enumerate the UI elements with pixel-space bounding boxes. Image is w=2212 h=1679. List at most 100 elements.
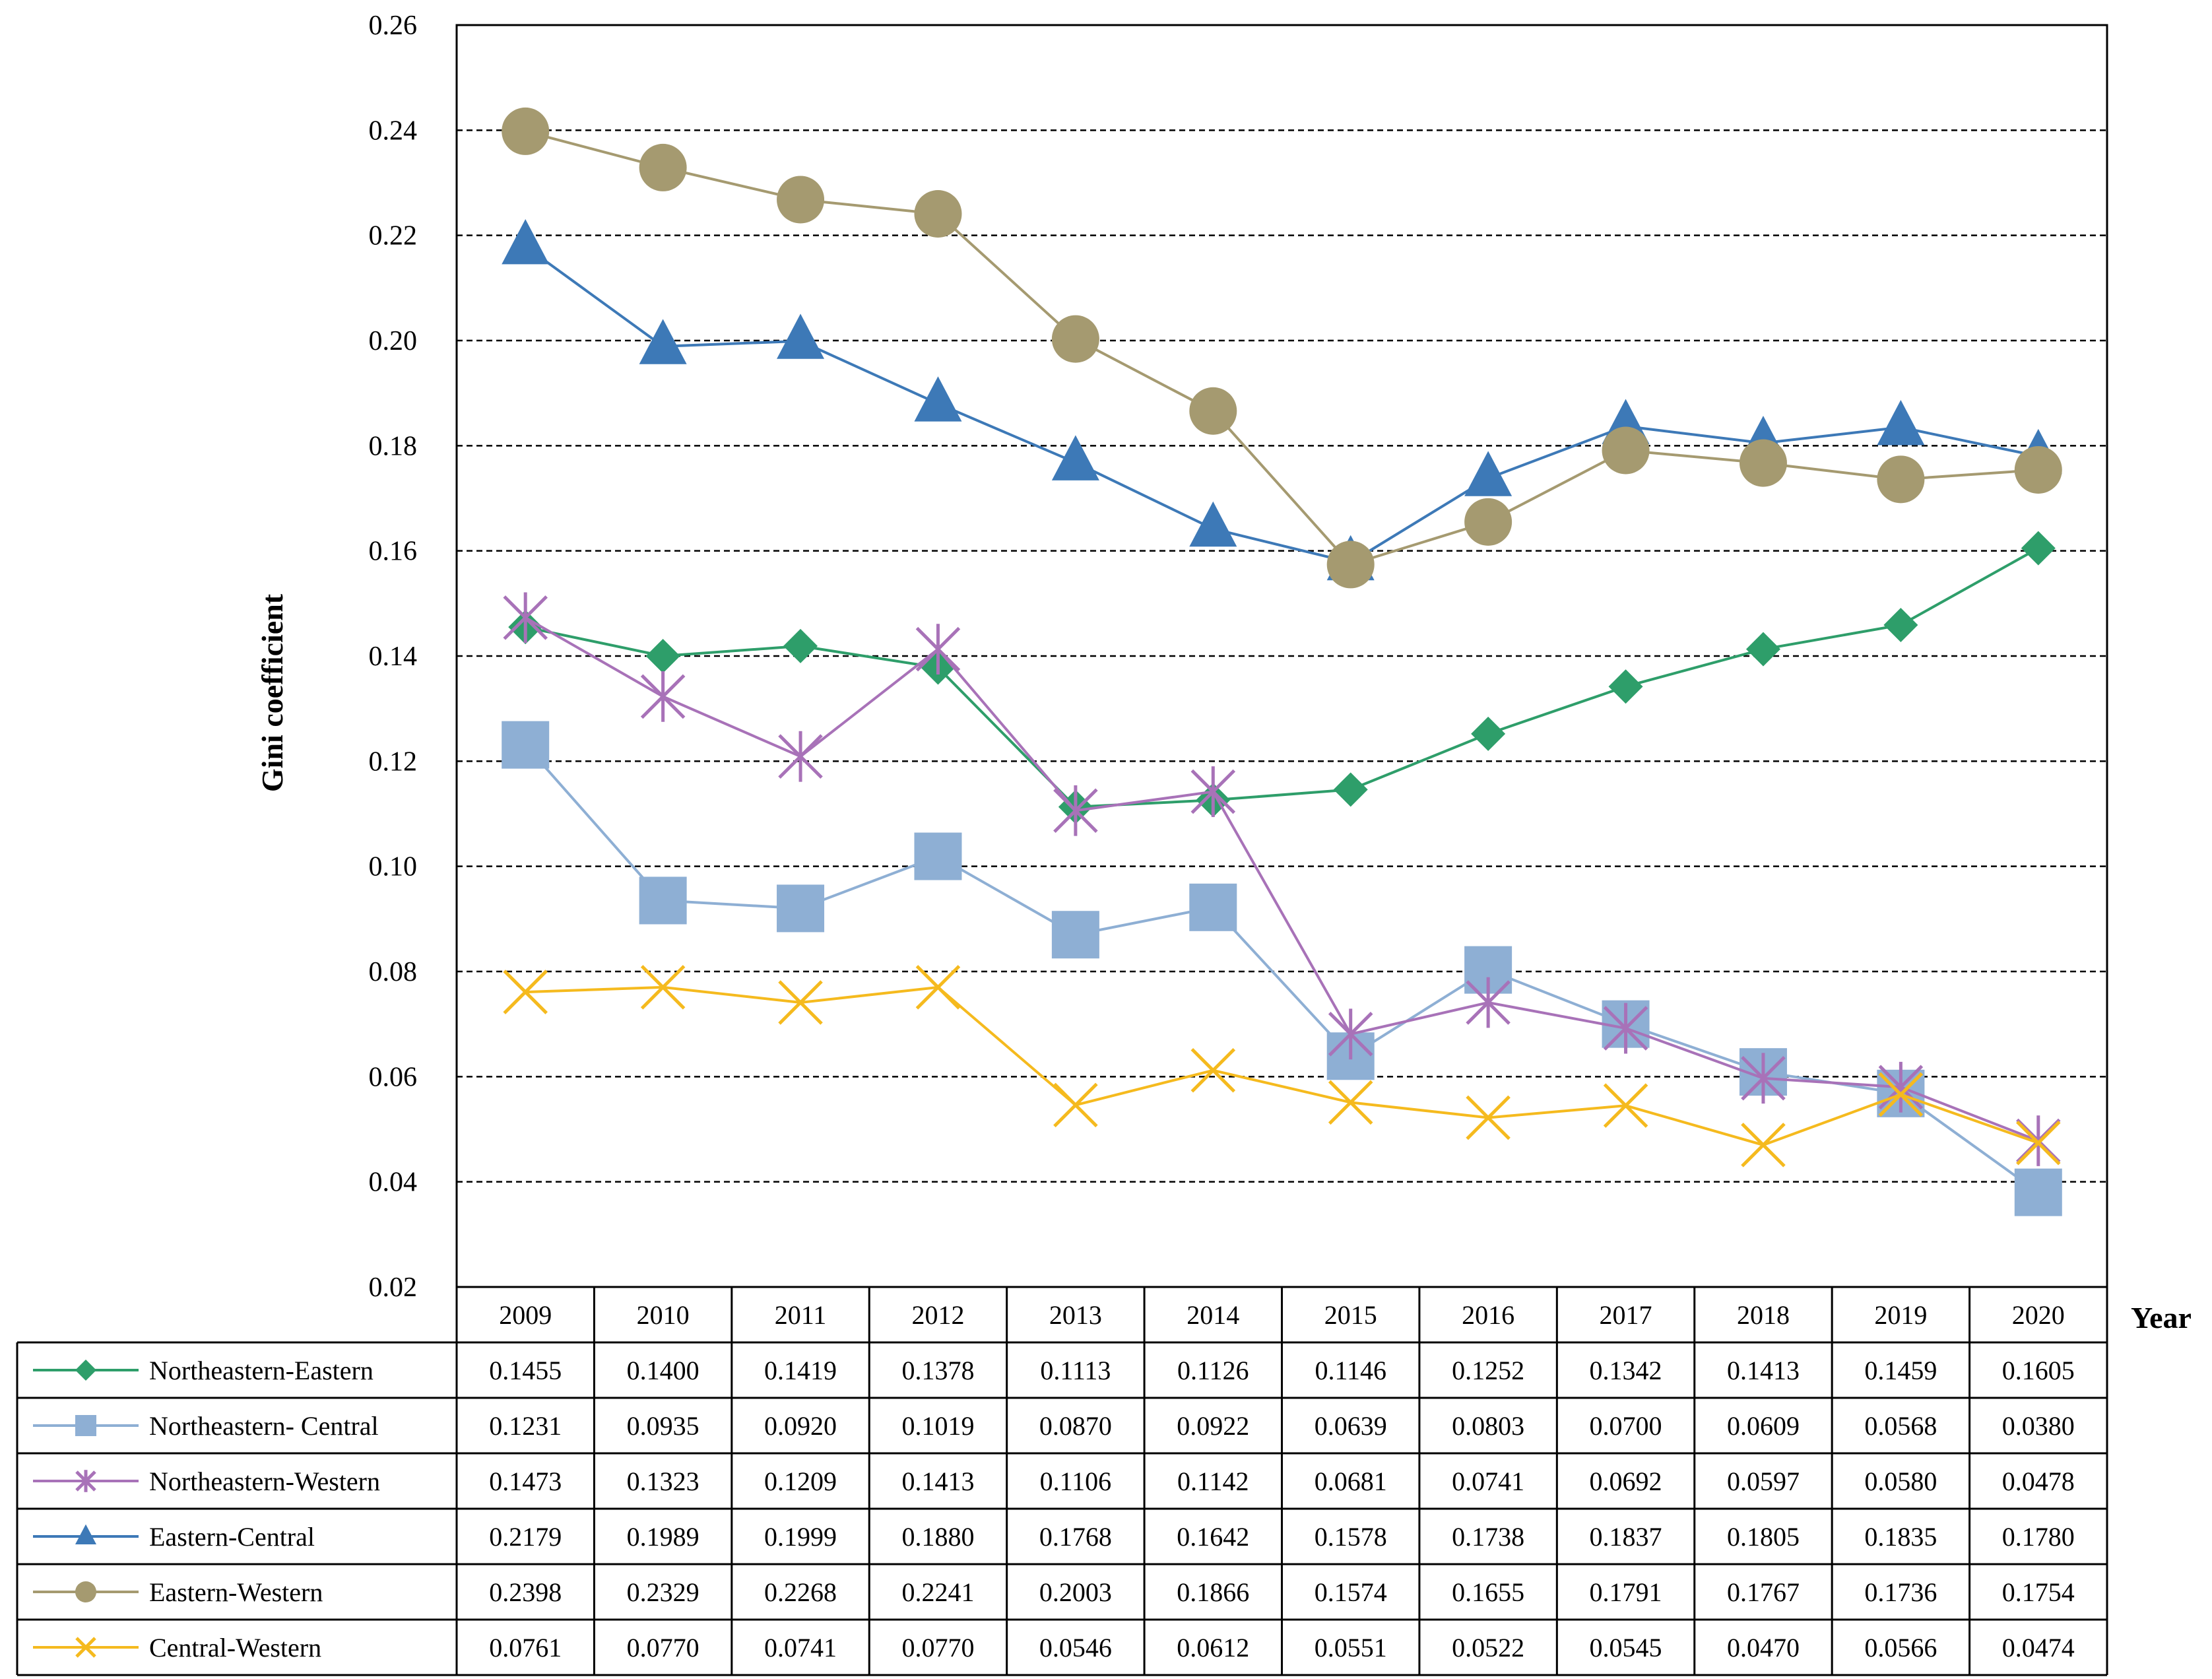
x-marker-stroke [2016,1120,2061,1166]
data-point [1745,632,1780,667]
data-label: 0.0639 [1315,1411,1387,1441]
square-marker [75,1415,96,1436]
y-tick-label: 0.10 [369,852,418,882]
y-tick-label: 0.24 [369,115,418,146]
x-tick-label: 2010 [637,1300,690,1330]
legend-label: Northeastern-Western [149,1466,380,1496]
square-marker [914,832,962,880]
data-label: 0.0700 [1590,1411,1662,1441]
data-label: 0.0761 [489,1633,562,1663]
x-tick-label: 2009 [499,1300,552,1330]
data-point [777,313,825,359]
data-label: 0.1574 [1315,1577,1387,1607]
triangle-marker [1464,451,1513,496]
data-point [1739,439,1787,487]
data-point [915,624,961,675]
x-marker-stroke [915,965,961,1010]
data-label: 0.1342 [1590,1356,1662,1385]
diamond-marker [2021,531,2056,566]
data-label: 0.1780 [2002,1522,2075,1552]
diamond-marker [1333,772,1368,807]
legend-marker [75,1637,96,1658]
y-axis-ticks: 0.02 0.04 0.06 0.08 0.10 0.12 0.14 0.16 0.18 0.20… [369,11,418,1303]
legend-marker [75,1470,96,1492]
data-point [1603,1003,1648,1054]
y-tick-label: 0.06 [369,1062,418,1092]
data-label: 0.1605 [2002,1356,2075,1385]
data-label: 0.0741 [764,1633,837,1663]
legend-marker [75,1524,96,1544]
circle-marker [1051,315,1099,363]
data-label: 0.1989 [627,1522,699,1552]
data-point [640,965,686,1010]
data-label: 0.0580 [1864,1466,1937,1496]
data-point [1189,387,1237,435]
data-label: 0.0681 [1315,1466,1387,1496]
data-label: 0.0551 [1315,1633,1387,1663]
data-label: 0.1413 [1727,1356,1800,1385]
data-label: 0.0803 [1452,1411,1524,1441]
data-label: 0.1400 [627,1356,699,1385]
data-label: 0.1459 [1864,1356,1937,1385]
data-label: 0.0920 [764,1411,837,1441]
data-label: 0.0692 [1590,1466,1662,1496]
data-label: 0.1754 [2002,1577,2075,1607]
data-label: 0.0545 [1590,1633,1662,1663]
data-point [2016,1120,2061,1166]
data-point [1464,451,1513,496]
data-point [645,639,680,673]
data-point [1328,1080,1373,1125]
y-tick-label: 0.02 [369,1272,418,1303]
circle-marker [2014,445,2062,494]
data-point [1053,785,1098,836]
x-tick-label: 2012 [911,1300,964,1330]
series-line [525,245,2039,564]
circle-marker [1326,541,1375,589]
data-label: 0.2241 [901,1577,974,1607]
data-label: 0.0770 [627,1633,699,1663]
circle-marker [502,107,550,155]
series-northeastern-western [503,592,2061,1166]
data-point [503,970,548,1014]
data-label: 0.1866 [1177,1577,1249,1607]
series-eastern-western [502,107,2062,589]
data-label: 0.1791 [1590,1577,1662,1607]
data-label: 0.1413 [901,1466,974,1496]
square-marker [1189,883,1237,931]
circle-marker [914,190,962,238]
data-label: 0.1835 [1864,1522,1937,1552]
circle-marker [1739,439,1787,487]
data-point [914,190,962,238]
data-point [1190,766,1236,817]
data-label: 0.0380 [2002,1411,2075,1441]
triangle-marker [914,376,962,422]
data-label: 0.1209 [764,1466,837,1496]
x-marker-stroke [1053,1082,1098,1128]
data-point [914,376,962,422]
data-label: 0.0566 [1864,1633,1937,1663]
x-tick-label: 2014 [1187,1300,1239,1330]
x-marker-stroke [1190,1048,1236,1093]
legend-marker [75,1415,96,1436]
data-label: 0.0546 [1039,1633,1112,1663]
data-label: 0.0870 [1039,1411,1112,1441]
data-point [1878,1061,1924,1113]
circle-marker [639,143,687,191]
x-tick-label: 2017 [1600,1300,1652,1330]
data-label: 0.1642 [1177,1522,1249,1552]
data-point [1328,1008,1373,1060]
data-label: 0.1106 [1040,1466,1112,1496]
triangle-marker [1189,501,1237,547]
data-label: 0.1655 [1452,1577,1524,1607]
legend-key [33,1470,139,1492]
data-label: 0.1142 [1177,1466,1249,1496]
data-label: 0.0935 [627,1411,699,1441]
square-marker [2014,1168,2062,1216]
legend-key [33,1581,139,1602]
data-label: 0.0474 [2002,1633,2075,1663]
data-label: 0.0470 [1727,1633,1800,1663]
data-label: 0.1999 [764,1522,837,1552]
data-point [1466,1095,1511,1140]
data-point [2014,445,2062,494]
